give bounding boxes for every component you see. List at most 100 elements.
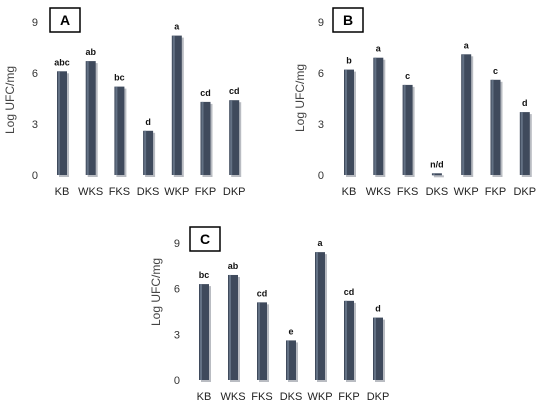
data-label: bc (199, 270, 210, 280)
bar-group (57, 71, 69, 177)
bar (114, 86, 125, 175)
x-tick-label: DKP (223, 186, 246, 198)
bar-highlight (172, 35, 175, 175)
bar (431, 173, 442, 176)
bar-highlight (287, 340, 289, 380)
bar-group (200, 101, 213, 177)
data-label: c (405, 71, 410, 81)
bar-group (85, 61, 98, 177)
chart-panel-a: 0 3 6 9 Log UFC/mg abc KB ab WKS bc FKS d DKS a WKP cd F… (3, 7, 246, 198)
x-tick-label: KB (197, 391, 212, 403)
panel-label-box (332, 7, 364, 33)
x-tick-label: FKS (397, 186, 418, 198)
x-tick-label: FKS (109, 186, 130, 198)
y-tick-label: 3 (174, 329, 180, 341)
data-label: a (376, 44, 382, 54)
bar (200, 101, 211, 175)
x-tick-label: WKP (164, 186, 189, 198)
y-tick-label: 0 (318, 170, 324, 182)
bar (344, 300, 354, 380)
data-label: d (145, 117, 151, 127)
y-axis-label: Log UFC/mg (293, 64, 307, 132)
data-label: cd (257, 288, 268, 298)
data-label: a (317, 238, 323, 248)
x-tick-label: DKP (513, 186, 536, 198)
bar (228, 274, 238, 380)
bar-highlight (230, 100, 233, 175)
chart-panel-b: 0 3 6 9 Log UFC/mg b KB a WKS c FKS n/d DKS a WKP c FKP d… (293, 7, 536, 198)
x-tick-label: KB (342, 186, 357, 198)
y-tick-label: 9 (32, 17, 38, 29)
bar-highlight (144, 130, 147, 175)
x-tick-label: FKP (195, 186, 216, 198)
panel-title: C (200, 231, 210, 247)
bar-group (257, 302, 269, 382)
data-label: ab (228, 261, 239, 271)
bar-group (229, 100, 242, 177)
y-tick-label: 6 (318, 68, 324, 80)
x-tick-label: WKP (307, 391, 332, 403)
bar-highlight (258, 302, 260, 380)
bar (199, 284, 209, 380)
bar (85, 61, 96, 175)
bar-group (143, 130, 156, 177)
data-label: n/d (430, 159, 444, 169)
bar (171, 35, 182, 175)
y-tick-label: 0 (32, 170, 38, 182)
bar-group (114, 86, 127, 177)
data-label: b (346, 56, 352, 66)
y-tick-label: 3 (318, 119, 324, 131)
bar-highlight (462, 54, 465, 175)
bar (229, 100, 240, 175)
data-label: cd (344, 287, 355, 297)
bar-highlight (403, 84, 406, 175)
bar-highlight (374, 317, 376, 380)
data-label: bc (114, 73, 125, 83)
x-tick-label: DKS (280, 391, 303, 403)
bar-highlight (86, 61, 89, 175)
bar-group (490, 79, 503, 177)
bar-group (519, 112, 532, 177)
bar-highlight (374, 57, 377, 176)
bar (315, 252, 325, 380)
bar-highlight (345, 300, 347, 380)
data-label: e (288, 326, 293, 336)
panel-label-box (49, 7, 81, 33)
y-tick-label: 0 (174, 375, 180, 387)
x-tick-label: FKP (485, 186, 506, 198)
bar-highlight (520, 112, 523, 175)
data-label: ab (85, 47, 96, 57)
bar-highlight (491, 79, 494, 175)
bar-group (461, 54, 474, 177)
bar-highlight (115, 86, 118, 175)
bar (402, 84, 413, 175)
bar-group (286, 340, 298, 382)
bar-shadow (433, 175, 444, 178)
bar (373, 317, 383, 380)
bar-group (315, 252, 327, 382)
bar-group (344, 300, 356, 382)
bar-group (344, 69, 356, 177)
bar-group (373, 317, 385, 382)
x-tick-label: WKS (220, 391, 245, 403)
y-axis-label: Log UFC/mg (149, 258, 163, 326)
panel-label-box (189, 226, 221, 252)
bar-highlight (201, 101, 204, 175)
data-label: abc (54, 57, 70, 67)
data-label: d (375, 304, 381, 314)
bar (490, 79, 501, 175)
data-label: a (174, 22, 180, 32)
bar-group (373, 57, 386, 178)
x-tick-label: WKP (454, 186, 479, 198)
bar (519, 112, 530, 175)
bar (57, 71, 67, 175)
bar-group (431, 173, 444, 178)
data-label: c (493, 66, 498, 76)
bar-highlight (229, 274, 231, 380)
bar-highlight (345, 69, 347, 175)
y-tick-label: 3 (32, 119, 38, 131)
x-tick-label: FKP (338, 391, 359, 403)
data-label: a (464, 40, 470, 50)
bar (461, 54, 472, 175)
